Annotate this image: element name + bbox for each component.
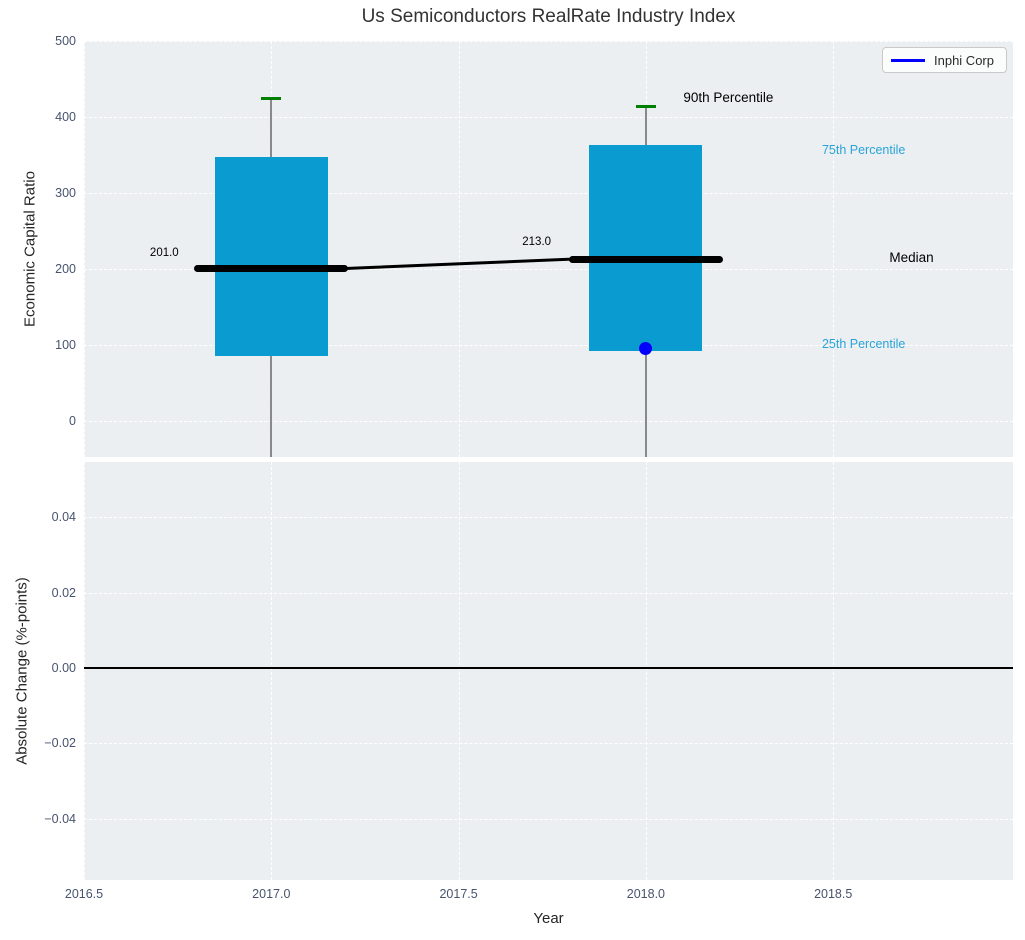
- median-line-2017: [194, 264, 349, 272]
- gridline-x-2016.5: [84, 462, 85, 880]
- zero-change-line: [84, 666, 1013, 669]
- median-connector-line: [346, 257, 571, 270]
- gridline-x-2017.0: [271, 462, 273, 880]
- gridline-y-300: [84, 193, 1013, 195]
- y-tick-label: −0.04: [44, 811, 76, 826]
- y-tick-label: 0.00: [51, 660, 76, 675]
- x-axis-label: Year: [533, 910, 564, 927]
- y-tick-label: 500: [55, 34, 76, 48]
- gridline-x-2018.0: [645, 462, 647, 880]
- x-tick-label: 2018.5: [814, 887, 853, 901]
- gridline-x-2017.5: [458, 41, 460, 457]
- x-tick-label: 2017.0: [252, 887, 291, 901]
- gridline-y-0: [84, 421, 1013, 423]
- gridline-y-0.02: [84, 592, 1013, 594]
- gridline-y-100: [84, 345, 1013, 347]
- legend-label: Inphi Corp: [934, 52, 994, 68]
- y-tick-label: 0.04: [51, 510, 76, 525]
- company-point-inphi-corp: [639, 341, 653, 355]
- gridline-y-200: [84, 269, 1013, 271]
- gridline-x-2017.5: [458, 462, 460, 880]
- legend-line-sample-icon: [891, 58, 925, 62]
- bottom-axes: [84, 462, 1013, 880]
- box-bar-2017: [214, 157, 328, 356]
- gridline-y-500: [84, 41, 1013, 42]
- median-line-2018: [568, 255, 724, 263]
- chart-title: Us Semiconductors RealRate Industry Inde…: [361, 6, 736, 27]
- y-tick-label: 200: [55, 262, 76, 277]
- annotation-median: Median: [889, 249, 934, 265]
- gridline-y-−0.02: [84, 743, 1013, 745]
- annotation-25th-percentile: 25th Percentile: [821, 337, 906, 352]
- p90-cap-2017: [261, 97, 282, 101]
- box-bar-2018: [589, 145, 703, 352]
- y-tick-label: 100: [55, 338, 76, 353]
- annotation-90th-percentile: 90th Percentile: [683, 90, 774, 106]
- x-tick-label: 2018.0: [626, 887, 665, 901]
- annotation-median-value-2018: 213.0: [522, 236, 552, 249]
- annotation-75th-percentile: 75th Percentile: [821, 142, 906, 157]
- y-tick-label: 0.02: [51, 585, 76, 600]
- top-axes: 90th Percentile 75th Percentile Median 25th…: [84, 41, 1013, 457]
- gridline-y-400: [84, 117, 1013, 119]
- gridline-x-2016.5: [84, 41, 85, 457]
- x-tick-label: 2016.5: [64, 887, 104, 901]
- p90-cap-2018: [635, 105, 656, 109]
- x-tick-label: 2017.5: [439, 887, 478, 901]
- annotation-median-value-2017: 201.0: [149, 247, 179, 260]
- y-tick-label: −0.02: [44, 736, 76, 751]
- gridline-y-−0.04: [84, 818, 1013, 820]
- gridline-x-2018.5: [833, 41, 835, 457]
- gridline-y-0.04: [84, 517, 1013, 519]
- y-tick-label: 0: [69, 414, 76, 429]
- y-tick-label: 300: [55, 186, 76, 201]
- legend: Inphi Corp: [882, 47, 1007, 73]
- gridline-x-2018.5: [833, 462, 835, 880]
- y-tick-label: 400: [55, 110, 76, 125]
